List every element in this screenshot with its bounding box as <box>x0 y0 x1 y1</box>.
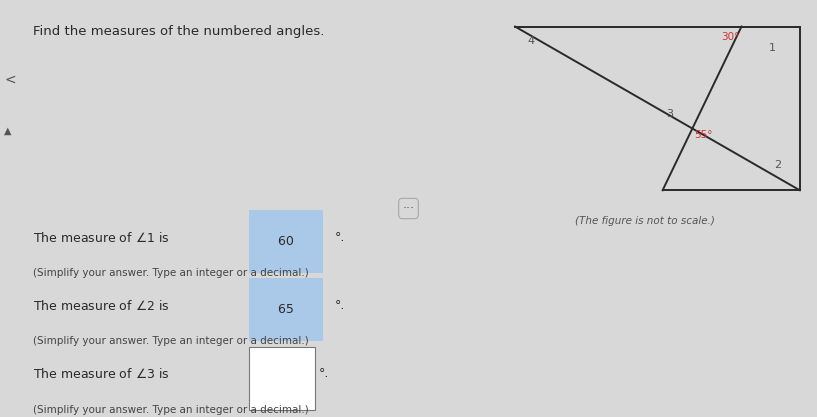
Text: 30°: 30° <box>721 32 739 42</box>
Text: (The figure is not to scale.): (The figure is not to scale.) <box>575 216 716 226</box>
Text: °.: °. <box>335 231 346 244</box>
Text: ···: ··· <box>403 202 414 215</box>
Text: (Simplify your answer. Type an integer or a decimal.): (Simplify your answer. Type an integer o… <box>33 337 309 347</box>
Text: 60: 60 <box>274 235 297 249</box>
Text: 1: 1 <box>769 43 776 53</box>
Text: (Simplify your answer. Type an integer or a decimal.): (Simplify your answer. Type an integer o… <box>33 269 309 279</box>
Text: °.: °. <box>335 299 346 312</box>
Text: Find the measures of the numbered angles.: Find the measures of the numbered angles… <box>33 25 324 38</box>
Text: °.: °. <box>319 367 329 380</box>
Text: The measure of $\angle$1 is: The measure of $\angle$1 is <box>33 231 169 245</box>
Text: (Simplify your answer. Type an integer or a decimal.): (Simplify your answer. Type an integer o… <box>33 404 309 414</box>
Text: 65: 65 <box>274 304 297 317</box>
Text: The measure of $\angle$3 is: The measure of $\angle$3 is <box>33 367 169 382</box>
Text: 2: 2 <box>774 160 781 170</box>
Text: 3: 3 <box>667 109 673 119</box>
Text: ▲: ▲ <box>4 126 11 136</box>
Text: 4: 4 <box>527 35 534 45</box>
Text: The measure of $\angle$2 is: The measure of $\angle$2 is <box>33 299 169 313</box>
Text: <: < <box>4 73 16 87</box>
Text: 55°: 55° <box>694 131 712 141</box>
